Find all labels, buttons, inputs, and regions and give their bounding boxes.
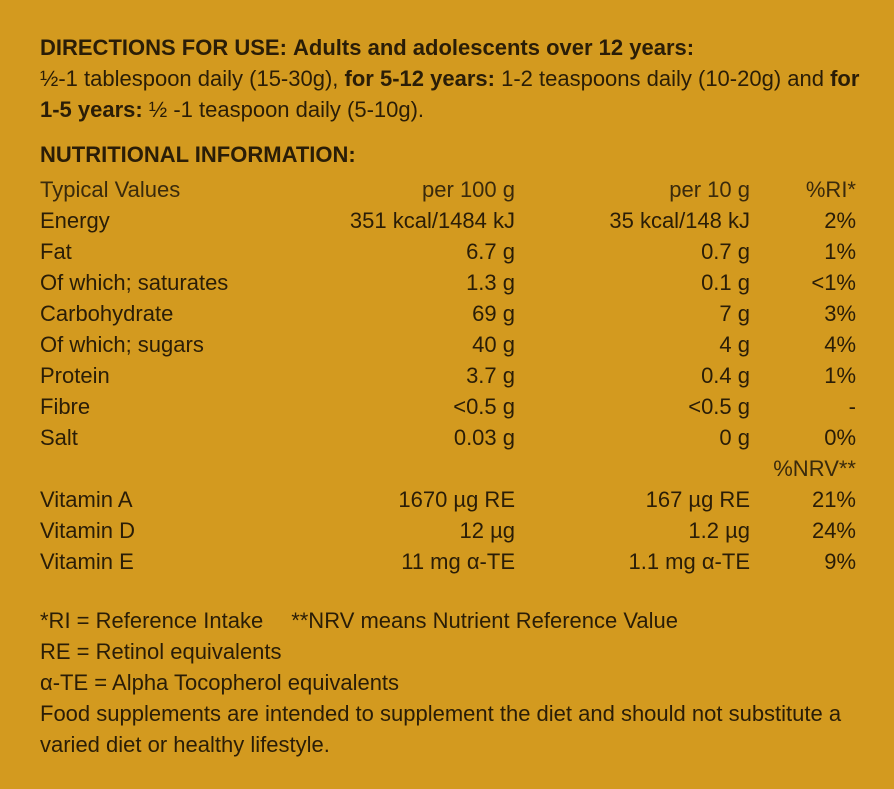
children-label: for 5-12 years:: [344, 66, 495, 91]
table-row: Of which; saturates 1.3 g 0.1 g <1%: [40, 267, 856, 298]
table-row: Protein 3.7 g 0.4 g 1%: [40, 360, 856, 391]
nutrient-per100: 351 kcal/1484 kJ: [349, 208, 515, 233]
nutrient-per100: 3.7 g: [466, 363, 515, 388]
nutrient-per10: 0.4 g: [701, 363, 750, 388]
adults-label: Adults and adolescents over 12 years:: [293, 35, 695, 60]
nutrient-per100: <0.5 g: [453, 394, 515, 419]
vitamin-per100: 11 mg α-TE: [401, 549, 515, 574]
children-dose: 1-2 teaspoons daily (10-20g) and: [501, 66, 824, 91]
nutrient-pct: 0%: [824, 425, 856, 450]
vitamin-row: Vitamin A 1670 µg RE 167 µg RE 21%: [40, 484, 856, 515]
nutrient-per100: 6.7 g: [466, 239, 515, 264]
footnote-re: RE = Retinol equivalents: [40, 639, 282, 664]
table-row: Fibre <0.5 g <0.5 g -: [40, 391, 856, 422]
table-row: Of which; sugars 40 g 4 g 4%: [40, 329, 856, 360]
footnote-ate: α-TE = Alpha Tocopherol equivalents: [40, 670, 400, 695]
table-row: Carbohydrate 69 g 7 g 3%: [40, 298, 856, 329]
table-row: Energy 351 kcal/1484 kJ 35 kcal/148 kJ 2…: [40, 205, 856, 236]
nutrient-name: Fat: [40, 239, 72, 264]
nutrient-name: Salt: [40, 425, 78, 450]
vitamin-row: Vitamin D 12 µg 1.2 µg 24%: [40, 515, 856, 546]
table-row: Fat 6.7 g 0.7 g 1%: [40, 236, 856, 267]
nutrient-per100: 1.3 g: [466, 270, 515, 295]
table-row: Salt 0.03 g 0 g 0%: [40, 422, 856, 453]
nutrient-per10: 7 g: [719, 301, 750, 326]
vitamin-name: Vitamin E: [40, 549, 134, 574]
nutrient-pct: 1%: [824, 239, 856, 264]
header-per100: per 100 g: [422, 177, 515, 202]
nutrient-per10: 35 kcal/148 kJ: [609, 208, 750, 233]
nutrient-name: Fibre: [40, 394, 91, 419]
nutrient-name: Of which; saturates: [40, 270, 229, 295]
vitamin-per100: 1670 µg RE: [398, 487, 515, 512]
nutrient-per10: 4 g: [719, 332, 750, 357]
vitamin-per100: 12 µg: [459, 518, 516, 543]
header-typical: Typical Values: [40, 177, 181, 202]
nutrient-per100: 0.03 g: [453, 425, 515, 450]
header-per10: per 10 g: [669, 177, 750, 202]
header-nrv: %NRV**: [773, 456, 856, 481]
nutrient-per10: 0 g: [719, 425, 750, 450]
table-header-row: Typical Values per 100 g per 10 g %RI*: [40, 174, 856, 205]
toddlers-dose: ½ -1 teaspoon daily (5-10g).: [148, 97, 425, 122]
footnote-supplement: Food supplements are intended to supplem…: [40, 701, 842, 757]
footnote-ri: *RI = Reference Intake: [40, 608, 264, 633]
nrv-header-row: %NRV**: [40, 453, 856, 484]
footnotes: *RI = Reference Intake **NRV means Nutri…: [40, 605, 870, 760]
nutrient-name: Carbohydrate: [40, 301, 174, 326]
vitamin-pct: 21%: [811, 487, 856, 512]
nutrient-name: Energy: [40, 208, 110, 233]
nutrient-pct: 2%: [824, 208, 856, 233]
adults-dose: ½-1 tablespoon daily (15-30g),: [40, 66, 339, 91]
vitamin-row: Vitamin E 11 mg α-TE 1.1 mg α-TE 9%: [40, 546, 856, 577]
nutrition-heading: NUTRITIONAL INFORMATION:: [40, 142, 356, 167]
vitamin-name: Vitamin D: [40, 518, 135, 543]
nutrition-table: Typical Values per 100 g per 10 g %RI* E…: [40, 174, 856, 577]
header-ri: %RI*: [805, 177, 856, 202]
vitamin-pct: 9%: [824, 549, 856, 574]
vitamin-per10: 1.1 mg α-TE: [628, 549, 750, 574]
nutrient-per10: 0.7 g: [701, 239, 750, 264]
vitamin-name: Vitamin A: [40, 487, 133, 512]
nutrient-pct: -: [848, 394, 856, 419]
vitamin-per10: 1.2 µg: [688, 518, 750, 543]
vitamin-per10: 167 µg RE: [645, 487, 750, 512]
footnote-nrv: **NRV means Nutrient Reference Value: [291, 608, 679, 633]
directions-block: DIRECTIONS FOR USE: Adults and adolescen…: [40, 32, 860, 125]
nutrient-per100: 69 g: [472, 301, 515, 326]
toddlers-label: for 1-5 years:: [40, 66, 860, 122]
nutrient-per10: 0.1 g: [701, 270, 750, 295]
nutrient-pct: <1%: [811, 270, 856, 295]
vitamin-pct: 24%: [811, 518, 856, 543]
nutrient-per100: 40 g: [472, 332, 515, 357]
nutrient-name: Of which; sugars: [40, 332, 204, 357]
nutrient-per10: <0.5 g: [688, 394, 750, 419]
nutrient-pct: 1%: [824, 363, 856, 388]
directions-label: DIRECTIONS FOR USE:: [40, 35, 287, 60]
nutrient-name: Protein: [40, 363, 110, 388]
nutrient-pct: 3%: [824, 301, 856, 326]
nutrient-pct: 4%: [824, 332, 856, 357]
